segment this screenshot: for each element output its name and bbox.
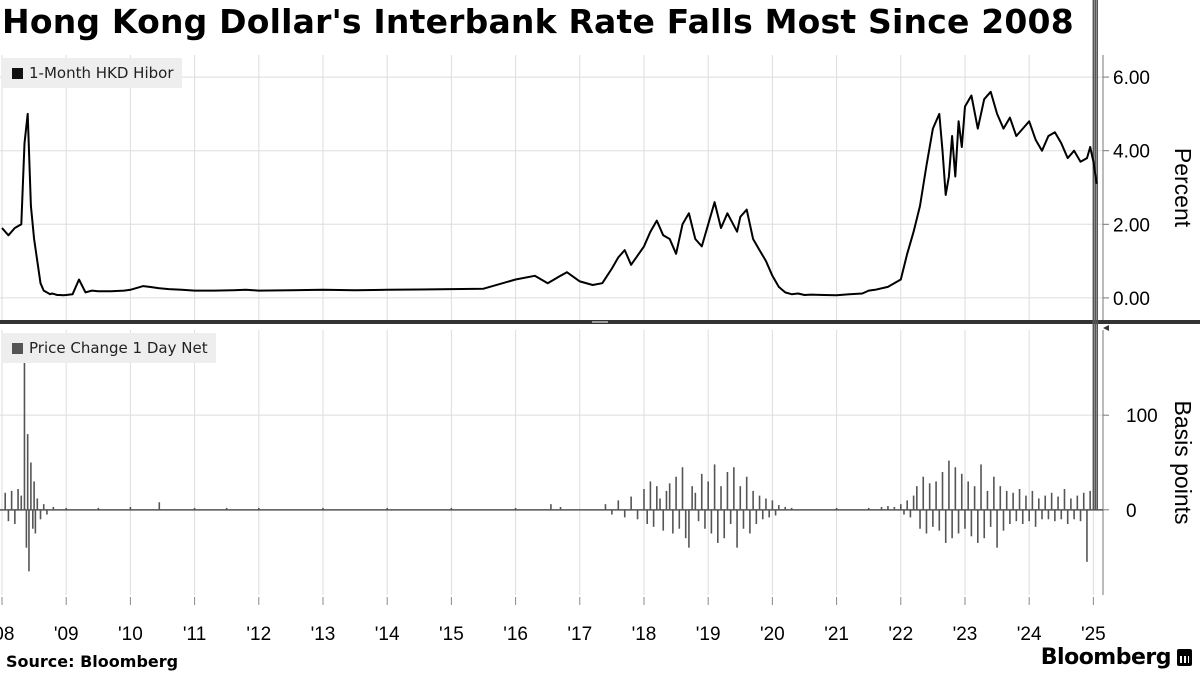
x-tick-label: '22	[888, 624, 913, 645]
y-axis-title-bottom: Basis points	[1170, 400, 1196, 524]
x-tick-label: '08	[0, 624, 14, 645]
bloomberg-logo: Bloomberg	[1041, 645, 1192, 670]
x-tick-label: '10	[118, 624, 143, 645]
x-tick-label: '20	[760, 624, 785, 645]
source-note: Source: Bloomberg	[6, 652, 179, 671]
legend-swatch-price-change	[12, 342, 23, 354]
y-tick-label-top: 4.00	[1113, 142, 1150, 163]
x-tick-label: '13	[311, 624, 336, 645]
legend-hibor: 1-Month HKD Hibor	[2, 58, 182, 88]
chart-title: Hong Kong Dollar's Interbank Rate Falls …	[2, 2, 1074, 41]
legend-label-hibor: 1-Month HKD Hibor	[29, 64, 174, 82]
hibor-line	[1, 90, 1098, 297]
x-tick-label: '24	[1017, 624, 1042, 645]
axis-marker	[1103, 325, 1109, 331]
x-tick-label: '15	[439, 624, 464, 645]
x-tick-label: '25	[1081, 624, 1106, 645]
x-tick-label: '17	[567, 624, 592, 645]
x-tick-label: '09	[54, 624, 79, 645]
x-tick-label: '18	[632, 624, 657, 645]
x-tick-label: '12	[246, 624, 271, 645]
x-tick-label: '11	[183, 624, 206, 645]
y-tick-label-top: 6.00	[1113, 68, 1150, 89]
y-axis-title-top: Percent	[1170, 148, 1196, 228]
brand-name: Bloomberg	[1040, 645, 1172, 670]
y-tick-label-top: 2.00	[1113, 215, 1150, 236]
legend-swatch-hibor	[12, 67, 23, 79]
legend-price-change: Price Change 1 Day Net	[2, 333, 216, 363]
bloomberg-icon	[1177, 649, 1192, 666]
y-tick-label-bottom: 0	[1126, 501, 1137, 522]
x-tick-label: '16	[503, 624, 528, 645]
x-tick-label: '14	[375, 624, 400, 645]
y-tick-label-bottom: 100	[1126, 406, 1158, 427]
x-tick-label: '23	[953, 624, 978, 645]
x-tick-label: '19	[696, 624, 721, 645]
separator-handle	[592, 321, 608, 323]
x-tick-label: '21	[824, 624, 849, 645]
legend-label-price-change: Price Change 1 Day Net	[29, 339, 208, 357]
y-tick-label-top: 0.00	[1113, 289, 1150, 310]
